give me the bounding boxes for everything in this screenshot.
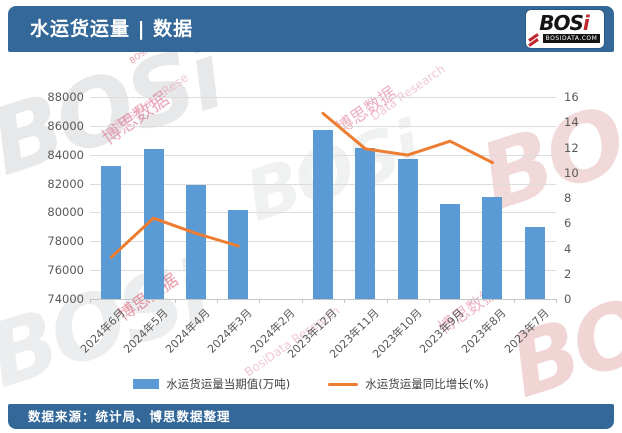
bar-2023年10月 <box>397 159 418 299</box>
growth-line <box>109 111 494 259</box>
page-title: 水运货运量 | 数据 <box>30 18 194 40</box>
y-axis-right-tick-label: 4 <box>564 241 572 256</box>
x-axis-tick <box>174 299 176 303</box>
gridline <box>90 97 556 98</box>
x-axis-tick <box>301 299 303 303</box>
bar-2023年7月 <box>524 226 545 299</box>
x-axis-line <box>90 299 556 300</box>
x-axis-tick <box>471 299 473 303</box>
logo-wordmark: BOSi <box>539 11 589 35</box>
plot-area <box>90 97 557 303</box>
bar-2024年6月 <box>101 166 122 299</box>
legend-label: 水运货运量同比增长(%) <box>365 377 489 391</box>
x-axis-tick <box>217 299 219 303</box>
bar-2023年9月 <box>440 203 461 299</box>
y-axis-right-tick-label: 10 <box>564 165 579 180</box>
bar-swatch-icon <box>133 379 160 389</box>
y-axis-left-tick-label: 80000 <box>47 205 84 220</box>
x-axis-label: 2024年6月 <box>78 306 128 356</box>
y-axis-left-tick-label: 84000 <box>47 147 84 162</box>
y-axis-right-tick-label: 2 <box>564 266 572 281</box>
x-axis-tick <box>90 299 91 303</box>
header-bar: 水运货运量 | 数据 BOSi BOSIDATA.COM <box>8 6 614 52</box>
y-axis-left-tick-label: 78000 <box>47 234 84 249</box>
line-swatch-icon <box>328 382 359 386</box>
x-axis-tick <box>132 299 134 303</box>
data-source-note: 数据来源：统计局、博思数据整理 <box>28 409 231 424</box>
x-axis-label: 2023年9月 <box>417 306 467 356</box>
x-axis-label: 2023年7月 <box>501 306 552 356</box>
gridline <box>90 125 556 127</box>
footer-bar: 数据来源：统计局、博思数据整理 <box>8 404 614 429</box>
x-axis-label: 2024年5月 <box>120 306 171 356</box>
y-axis-right-tick-label: 14 <box>564 115 579 130</box>
y-axis-left-tick-label: 76000 <box>47 263 84 278</box>
x-axis-label: 2024年4月 <box>163 306 213 356</box>
y-axis-right-tick-label: 0 <box>564 292 572 306</box>
bar-2023年12月 <box>313 130 333 299</box>
x-axis-label: 2023年8月 <box>459 306 510 356</box>
y-axis-right-tick-label: 16 <box>564 90 579 104</box>
x-axis-tick <box>513 299 515 303</box>
y-axis-left-tick-label: 82000 <box>47 176 84 191</box>
bosi-logo: BOSi BOSIDATA.COM <box>526 10 604 48</box>
bar-2024年4月 <box>185 185 206 299</box>
x-axis-tick <box>259 299 261 303</box>
x-axis-tick <box>386 299 388 303</box>
x-axis-tick <box>344 299 346 303</box>
x-axis-tick <box>428 299 430 303</box>
legend-label: 水运货运量当期值(万吨) <box>166 377 291 391</box>
x-axis-tick <box>556 299 557 303</box>
legend-item-line-series: 水运货运量同比增长(%) <box>328 376 489 392</box>
legend: 水运货运量当期值(万吨) 水运货运量同比增长(%) <box>0 376 622 392</box>
bar-2023年11月 <box>355 147 376 299</box>
x-axis-label: 2024年3月 <box>205 306 255 356</box>
y-axis-right-tick-label: 6 <box>564 216 572 231</box>
bar-2024年5月 <box>143 148 164 299</box>
logo-domain: BOSIDATA.COM <box>543 34 600 43</box>
bar-2024年3月 <box>228 209 249 299</box>
y-axis-left-tick-label: 74000 <box>47 292 84 306</box>
legend-item-bar-series: 水运货运量当期值(万吨) <box>133 376 290 392</box>
y-axis-right-tick-label: 12 <box>564 140 579 155</box>
y-axis-right-tick-label: 8 <box>564 191 572 205</box>
y-axis-left-tick-label: 86000 <box>47 118 84 133</box>
y-axis-left-tick-label: 88000 <box>47 90 84 104</box>
bar-2023年8月 <box>482 196 503 299</box>
